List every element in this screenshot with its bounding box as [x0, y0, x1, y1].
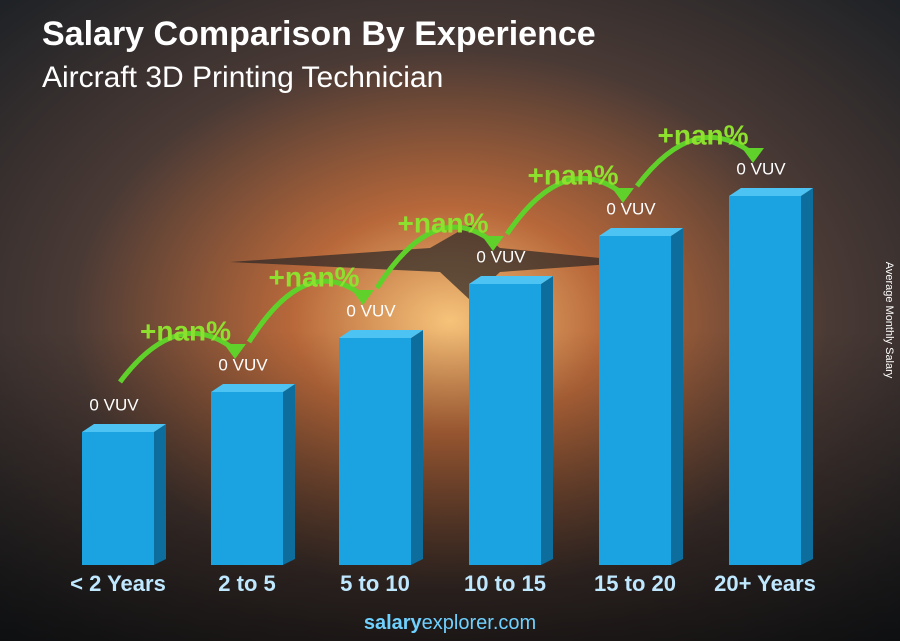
bar-top: [729, 188, 813, 196]
bar-side: [671, 228, 683, 565]
arrow-head: [352, 290, 374, 305]
chart-title: Salary Comparison By Experience: [42, 15, 596, 53]
x-tick-label: 15 to 20: [594, 571, 676, 596]
bar-side: [283, 384, 295, 565]
change-label: +nan%: [527, 159, 618, 190]
bar: [82, 432, 154, 565]
value-label: 0 VUV: [476, 247, 526, 266]
change-label: +nan%: [657, 119, 748, 150]
bar: [211, 392, 283, 565]
website: salaryexplorer.com: [364, 612, 536, 634]
change-arrow: [117, 330, 237, 384]
change-label: +nan%: [268, 261, 359, 292]
x-tick-label: 2 to 5: [218, 571, 275, 596]
change-label: +nan%: [397, 207, 488, 238]
website-brand: salary: [364, 612, 423, 634]
value-label: 0 VUV: [346, 301, 396, 320]
bar: [339, 338, 411, 565]
arrow-head: [224, 344, 246, 359]
website-rest: explorer.com: [422, 612, 537, 634]
bar-top: [469, 276, 553, 284]
bar-side: [801, 188, 813, 565]
bar-side: [411, 330, 423, 565]
chart-subtitle: Aircraft 3D Printing Technician: [42, 61, 443, 94]
bar-top: [211, 384, 295, 392]
bar-side: [154, 424, 166, 565]
bar-top: [339, 330, 423, 338]
change-arrow: [504, 176, 625, 236]
x-tick-label: 20+ Years: [714, 571, 816, 596]
value-label: 0 VUV: [736, 159, 786, 178]
bar-side: [541, 276, 553, 565]
plane-silhouette: [230, 225, 640, 300]
change-arrow: [246, 278, 365, 344]
change-arrow: [374, 224, 495, 290]
arrow-head: [742, 148, 764, 163]
value-label: 0 VUV: [89, 395, 139, 414]
change-label: +nan%: [140, 315, 231, 346]
arrow-head: [612, 188, 634, 203]
x-tick-label: < 2 Years: [70, 571, 166, 596]
x-tick-label: 5 to 10: [340, 571, 410, 596]
change-arrow: [635, 134, 755, 188]
y-axis-label: Average Monthly Salary: [883, 262, 895, 379]
bar: [729, 196, 801, 565]
bar-top: [82, 424, 166, 432]
arrow-head: [482, 236, 504, 251]
bar: [469, 284, 541, 565]
value-label: 0 VUV: [218, 355, 268, 374]
x-tick-label: 10 to 15: [464, 571, 546, 596]
bar-top: [599, 228, 683, 236]
bar: [599, 236, 671, 565]
value-label: 0 VUV: [606, 199, 656, 218]
